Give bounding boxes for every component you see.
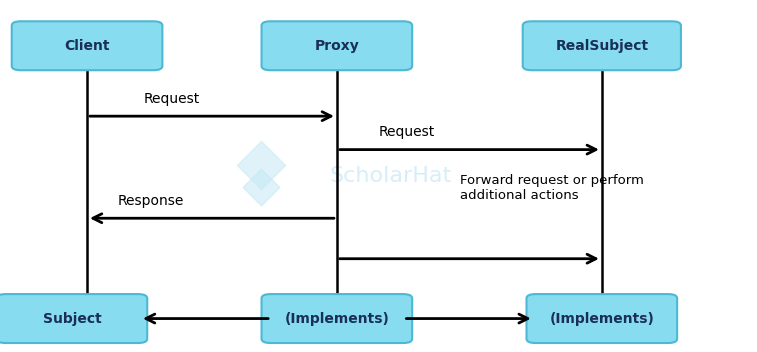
Point bbox=[255, 163, 267, 168]
FancyBboxPatch shape bbox=[12, 21, 162, 70]
Text: Response: Response bbox=[117, 194, 184, 208]
FancyBboxPatch shape bbox=[262, 21, 412, 70]
FancyBboxPatch shape bbox=[262, 294, 412, 343]
Text: Proxy: Proxy bbox=[314, 39, 360, 53]
Point bbox=[255, 184, 267, 189]
Text: Request: Request bbox=[144, 92, 200, 106]
Text: (Implements): (Implements) bbox=[550, 312, 654, 326]
Text: Client: Client bbox=[64, 39, 110, 53]
FancyBboxPatch shape bbox=[0, 294, 147, 343]
Text: ScholarHat: ScholarHat bbox=[329, 166, 451, 186]
FancyBboxPatch shape bbox=[527, 294, 677, 343]
Text: RealSubject: RealSubject bbox=[555, 39, 649, 53]
FancyBboxPatch shape bbox=[522, 21, 681, 70]
Text: (Implements): (Implements) bbox=[285, 312, 389, 326]
Text: Request: Request bbox=[378, 125, 435, 139]
Text: Forward request or perform
additional actions: Forward request or perform additional ac… bbox=[460, 174, 644, 202]
Text: Subject: Subject bbox=[42, 312, 101, 326]
